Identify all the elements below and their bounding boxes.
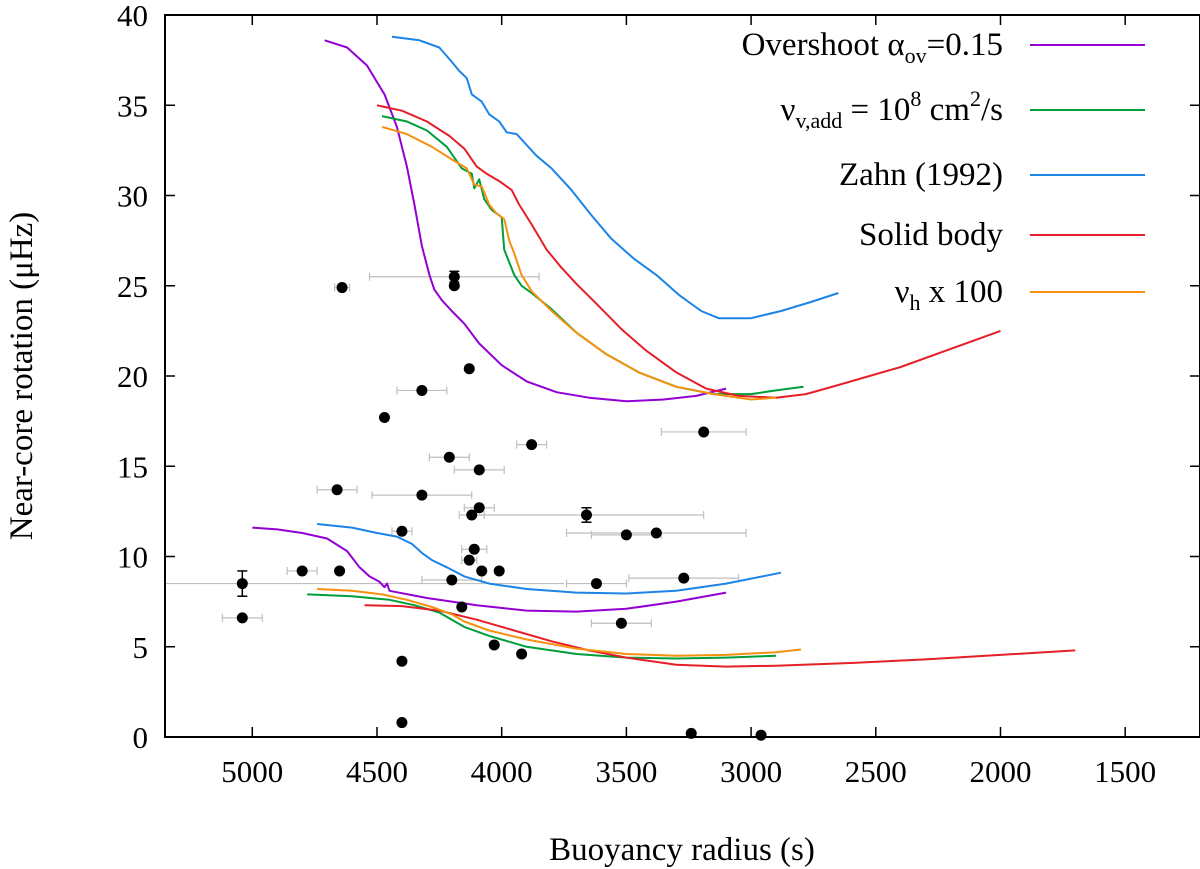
observation-point — [488, 639, 500, 651]
series-line — [317, 588, 802, 657]
observation-point — [476, 565, 488, 577]
observation-point — [590, 578, 602, 590]
observation-point — [678, 572, 690, 584]
legend-label: Overshoot αov=0.15 — [742, 27, 1003, 68]
observation-point — [448, 271, 460, 283]
legend-entry-overshoot: Overshoot αov=0.15 — [742, 27, 1145, 68]
observation-point — [473, 502, 485, 514]
series-line — [391, 35, 839, 320]
observation-point — [446, 574, 458, 586]
observation-point — [416, 384, 428, 396]
y-tick-label: 40 — [117, 0, 148, 33]
observation-point — [463, 554, 475, 566]
observation-point — [755, 729, 767, 741]
observation-point — [698, 426, 710, 438]
observation-point — [296, 565, 308, 577]
legend-entry-nuh: νh x 100 — [895, 274, 1145, 315]
series-line — [376, 104, 1001, 399]
y-axis-ticks: 0 5 10 15 20 25 30 35 40 — [117, 0, 1200, 755]
x-tick-label: 2000 — [969, 754, 1031, 789]
y-tick-label: 0 — [133, 720, 149, 755]
observation-point — [336, 282, 348, 294]
observation-point — [416, 489, 428, 501]
y-tick-label: 5 — [133, 630, 149, 665]
series-line — [316, 523, 782, 595]
observation-point — [473, 464, 485, 476]
observation-point — [456, 601, 468, 613]
observation-point — [516, 648, 528, 660]
legend-entry-zahn: Zahn (1992) — [839, 157, 1145, 193]
y-tick-label: 25 — [117, 269, 148, 304]
observation-point — [615, 617, 627, 629]
y-tick-label: 15 — [117, 449, 148, 484]
series-line — [252, 526, 727, 613]
x-tick-label: 5000 — [221, 754, 283, 789]
y-tick-label: 30 — [117, 179, 148, 214]
observation-point — [236, 612, 248, 624]
observation-point — [331, 484, 343, 496]
series-line — [307, 593, 777, 660]
observation-point — [334, 565, 346, 577]
observation-point — [396, 717, 408, 729]
observation-point — [443, 451, 455, 463]
observation-point — [526, 439, 538, 451]
legend-label: Solid body — [859, 217, 1003, 253]
x-tick-label: 4000 — [471, 754, 533, 789]
y-tick-label: 35 — [117, 88, 148, 123]
legend: Overshoot αov=0.15 νv,add = 108 cm2/s Zahn… — [742, 27, 1145, 315]
observation-point — [650, 527, 662, 539]
observation-point — [396, 655, 408, 667]
series-line — [324, 39, 727, 403]
x-tick-label: 1500 — [1094, 754, 1156, 789]
y-axis-title: Near-core rotation (μHz) — [4, 212, 40, 541]
observation-point — [448, 280, 460, 292]
legend-label: νv,add = 108 cm2/s — [781, 86, 1003, 133]
legend-label: νh x 100 — [895, 274, 1003, 315]
observation-points — [236, 271, 767, 741]
x-tick-label: 3500 — [595, 754, 657, 789]
series-lines — [252, 35, 1076, 668]
x-tick-label: 2500 — [845, 754, 907, 789]
observation-point — [468, 543, 480, 555]
observation-point — [580, 509, 592, 521]
y-tick-label: 20 — [117, 359, 148, 394]
legend-label: Zahn (1992) — [839, 157, 1003, 193]
observation-point — [378, 412, 390, 424]
observation-point — [396, 525, 408, 537]
legend-entry-solid: Solid body — [859, 217, 1145, 253]
observation-point — [620, 529, 632, 541]
x-axis-ticks: 5000 4500 4000 3500 3000 2500 2000 1500 — [221, 15, 1156, 789]
x-tick-label: 3000 — [720, 754, 782, 789]
observation-point — [466, 509, 478, 521]
series-line — [381, 125, 777, 401]
observation-point — [463, 363, 475, 375]
observation-point — [493, 565, 505, 577]
x-tick-label: 4500 — [346, 754, 408, 789]
observation-point — [236, 578, 248, 590]
y-tick-label: 10 — [117, 540, 148, 575]
legend-entry-nuv: νv,add = 108 cm2/s — [781, 86, 1145, 133]
x-axis-title: Buoyancy radius (s) — [549, 832, 815, 868]
